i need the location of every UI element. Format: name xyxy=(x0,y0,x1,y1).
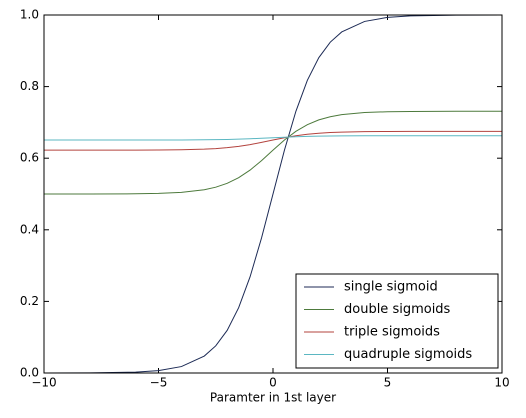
legend-label: double sigmoids xyxy=(344,302,451,317)
y-tick-label: 0.8 xyxy=(20,79,39,93)
y-tick-label: 1.0 xyxy=(20,8,39,22)
x-tick-label: −10 xyxy=(31,376,56,390)
y-tick-label: 0.6 xyxy=(20,151,39,165)
y-tick-label: 0.4 xyxy=(20,222,39,236)
series-line xyxy=(43,110,503,195)
legend-label: quadruple sigmoids xyxy=(344,347,472,362)
y-tick-label: 0.2 xyxy=(20,294,39,308)
series-line xyxy=(44,135,502,141)
series-line xyxy=(44,130,502,151)
legend-label: single sigmoid xyxy=(344,280,438,295)
series-line xyxy=(43,14,503,374)
x-axis-label: Paramter in 1st layer xyxy=(210,391,336,405)
legend-box xyxy=(295,273,499,369)
x-tick-label: −5 xyxy=(150,376,168,390)
plot-frame xyxy=(43,14,503,374)
x-tick-label: 10 xyxy=(494,376,509,390)
x-tick-label: 0 xyxy=(269,376,277,390)
legend-label: triple sigmoids xyxy=(344,325,440,340)
y-tick-label: 0.0 xyxy=(20,366,39,380)
x-tick-label: 5 xyxy=(384,376,392,390)
